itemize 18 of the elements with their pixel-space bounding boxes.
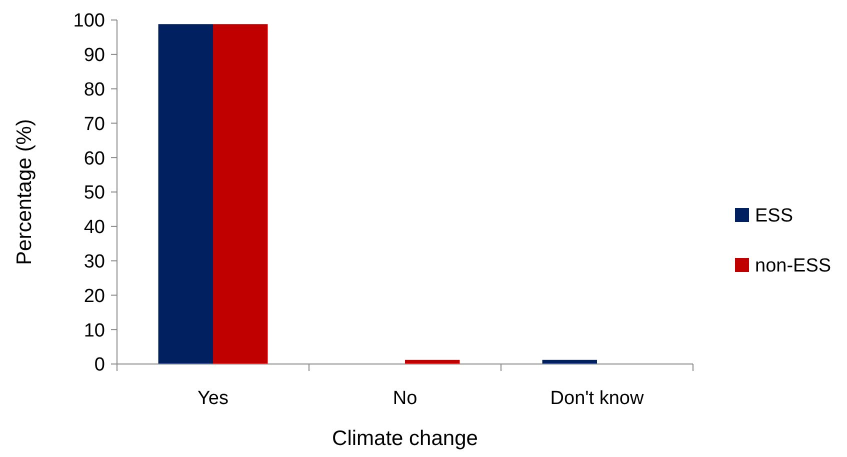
y-tick-label: 30 [84,251,105,272]
y-tick-label: 20 [84,286,105,307]
y-tick-label: 50 [84,182,105,204]
x-axis-title: Climate change [332,427,478,450]
x-tick-label: No [392,388,418,409]
y-tick-label: 70 [84,114,105,135]
legend-label: non-ESS [755,256,832,277]
y-axis-title: Percentage (%) [13,119,36,265]
y-tick-label: 80 [84,79,105,100]
legend-label: ESS [755,206,794,227]
y-tick-label: 90 [84,45,105,66]
y-tick-label: 100 [73,10,105,32]
y-tick-label: 10 [84,320,105,342]
y-tick-label: 40 [84,217,105,238]
y-tick-label: 0 [94,354,105,376]
x-tick-label: Yes [198,388,228,409]
y-tick-label: 60 [84,148,105,170]
x-tick-label: Don't know [550,388,644,409]
